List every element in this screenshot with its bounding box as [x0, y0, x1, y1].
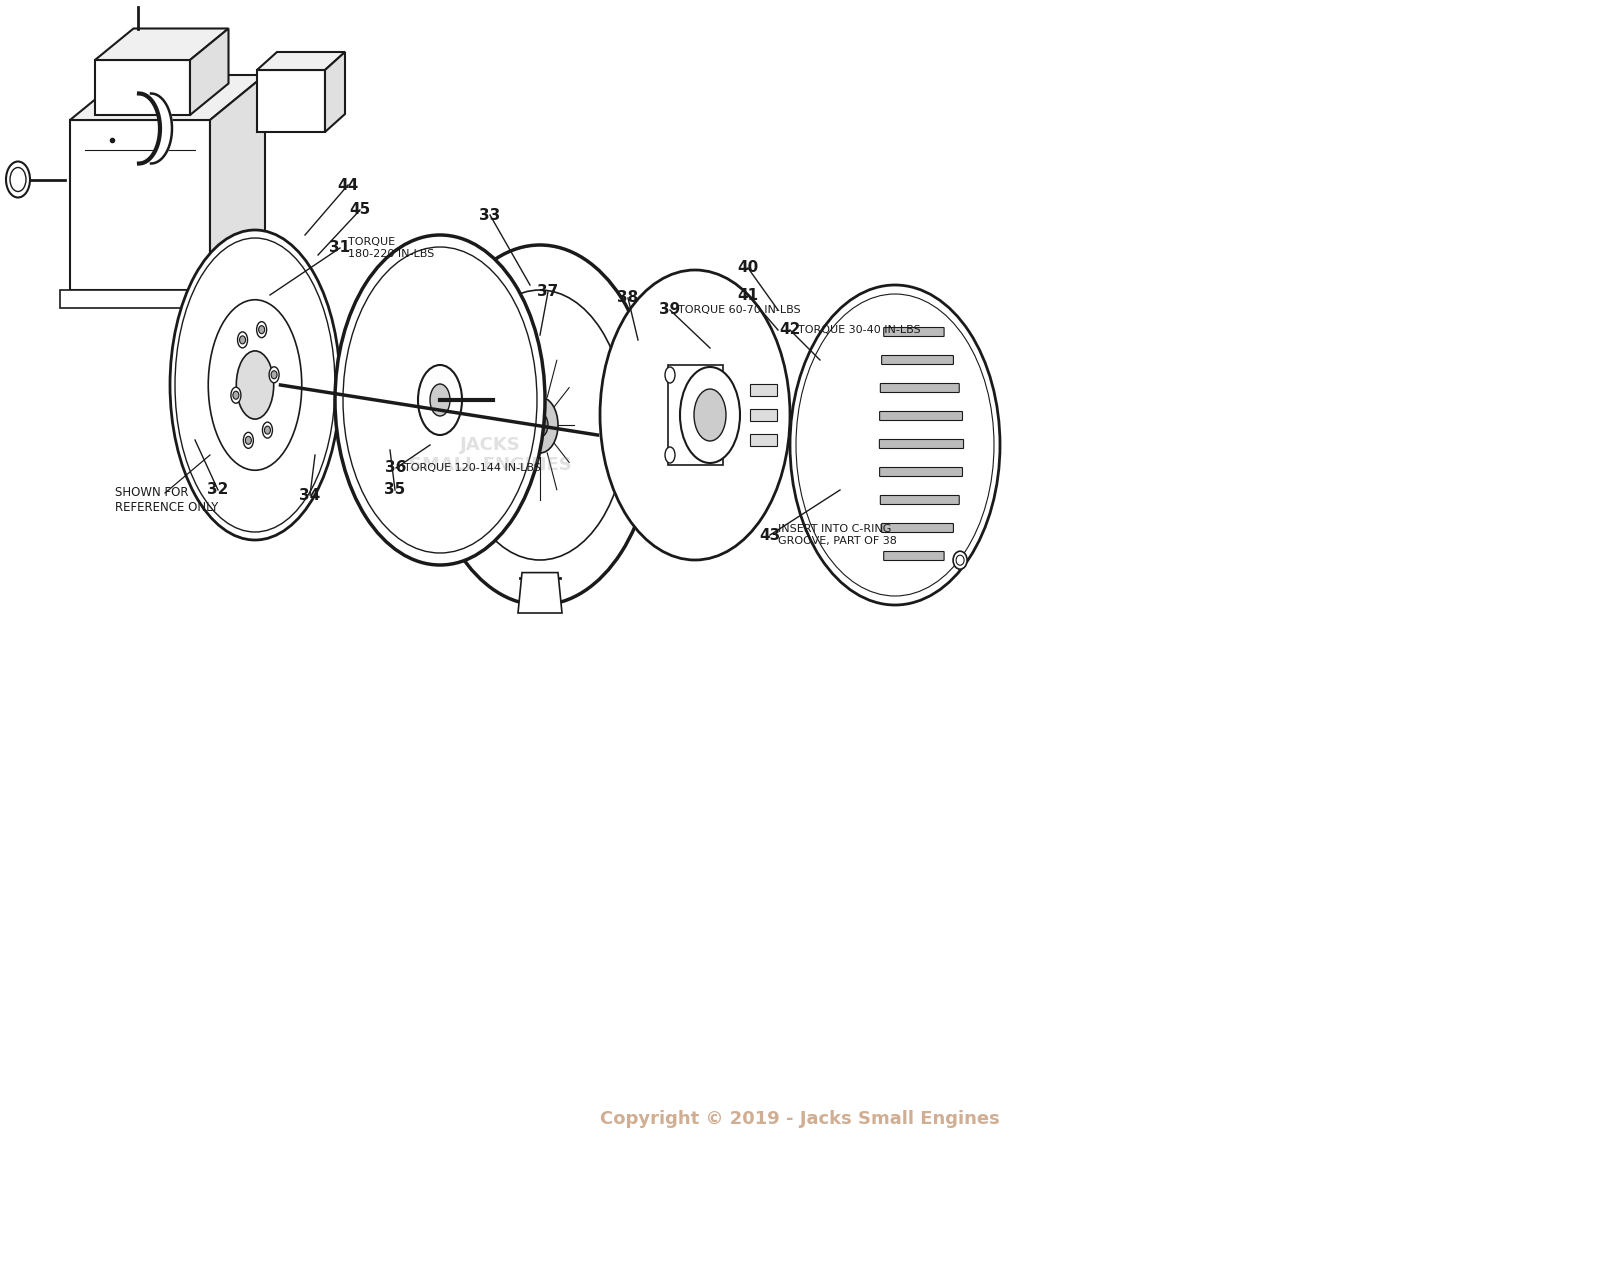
Ellipse shape: [259, 326, 264, 333]
Text: Copyright © 2019 - Jacks Small Engines: Copyright © 2019 - Jacks Small Engines: [600, 1110, 1000, 1128]
Ellipse shape: [269, 366, 278, 383]
Ellipse shape: [957, 555, 965, 565]
Text: 39: 39: [659, 303, 680, 318]
Text: TORQUE
180-220 IN-LBS: TORQUE 180-220 IN-LBS: [349, 237, 434, 258]
Text: 41: 41: [738, 287, 758, 303]
Ellipse shape: [666, 368, 675, 383]
Ellipse shape: [230, 387, 242, 403]
Polygon shape: [190, 28, 229, 114]
Ellipse shape: [262, 422, 272, 438]
FancyBboxPatch shape: [883, 327, 944, 337]
Text: 40: 40: [738, 261, 758, 276]
Ellipse shape: [600, 270, 790, 560]
Ellipse shape: [264, 426, 270, 434]
Ellipse shape: [522, 397, 558, 453]
Ellipse shape: [426, 245, 654, 605]
Ellipse shape: [240, 336, 245, 343]
FancyBboxPatch shape: [880, 383, 960, 393]
FancyBboxPatch shape: [883, 552, 944, 561]
FancyBboxPatch shape: [880, 440, 963, 449]
Polygon shape: [750, 384, 778, 396]
Ellipse shape: [256, 322, 267, 337]
Text: 33: 33: [480, 207, 501, 223]
Polygon shape: [750, 410, 778, 421]
Polygon shape: [258, 52, 346, 70]
FancyBboxPatch shape: [882, 355, 954, 365]
Ellipse shape: [270, 370, 277, 379]
Text: 45: 45: [349, 202, 371, 218]
Text: 31: 31: [330, 240, 350, 256]
Ellipse shape: [208, 300, 302, 471]
Text: INSERT INTO C-RING
GROOVE, PART OF 38: INSERT INTO C-RING GROOVE, PART OF 38: [778, 524, 898, 546]
Ellipse shape: [680, 368, 739, 463]
Ellipse shape: [418, 365, 462, 435]
Text: 35: 35: [384, 482, 406, 497]
Ellipse shape: [666, 446, 675, 463]
Ellipse shape: [170, 230, 339, 541]
Text: 36: 36: [386, 460, 406, 476]
Ellipse shape: [245, 436, 251, 444]
Ellipse shape: [243, 432, 253, 448]
Polygon shape: [258, 70, 325, 132]
Polygon shape: [94, 60, 190, 114]
Polygon shape: [70, 75, 266, 120]
Text: TORQUE 120-144 IN-LBS: TORQUE 120-144 IN-LBS: [403, 463, 541, 473]
Ellipse shape: [237, 332, 248, 347]
Polygon shape: [94, 28, 229, 60]
Ellipse shape: [334, 235, 546, 565]
Polygon shape: [518, 572, 562, 613]
Text: 38: 38: [618, 290, 638, 305]
Text: 44: 44: [338, 178, 358, 192]
Ellipse shape: [237, 351, 274, 418]
Polygon shape: [221, 272, 242, 308]
Text: SHOWN FOR
REFERENCE ONLY: SHOWN FOR REFERENCE ONLY: [115, 486, 218, 514]
Text: 43: 43: [760, 528, 781, 542]
Ellipse shape: [694, 389, 726, 441]
FancyBboxPatch shape: [880, 468, 963, 477]
Ellipse shape: [954, 551, 966, 569]
Polygon shape: [325, 52, 346, 132]
Text: JACKS
SMALL ENGINES: JACKS SMALL ENGINES: [408, 435, 571, 474]
Ellipse shape: [10, 168, 26, 192]
Ellipse shape: [6, 162, 30, 197]
Text: 37: 37: [538, 285, 558, 299]
Text: 32: 32: [208, 482, 229, 497]
Polygon shape: [70, 120, 210, 290]
Polygon shape: [61, 290, 221, 308]
Text: 42: 42: [779, 323, 800, 337]
Ellipse shape: [531, 413, 547, 438]
Ellipse shape: [234, 392, 238, 399]
Ellipse shape: [790, 285, 1000, 605]
Polygon shape: [667, 365, 723, 466]
Text: 34: 34: [299, 487, 320, 502]
Text: TORQUE 60-70 IN-LBS: TORQUE 60-70 IN-LBS: [678, 305, 800, 315]
FancyBboxPatch shape: [880, 496, 960, 505]
Text: TORQUE 30-40 IN-LBS: TORQUE 30-40 IN-LBS: [798, 326, 920, 335]
Ellipse shape: [430, 384, 450, 416]
Polygon shape: [750, 434, 778, 446]
Polygon shape: [210, 75, 266, 290]
FancyBboxPatch shape: [880, 412, 963, 421]
FancyBboxPatch shape: [882, 524, 954, 533]
